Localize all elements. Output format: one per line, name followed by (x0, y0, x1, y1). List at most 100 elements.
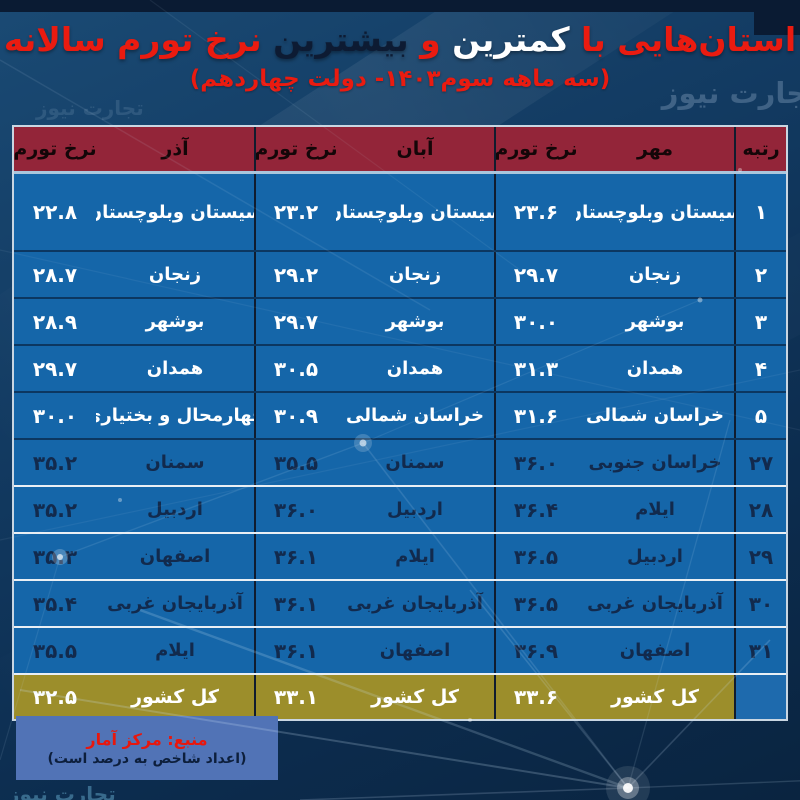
aban-province-cell: بوشهر (385, 311, 445, 332)
azar-value-cell: ۳۵.۴ (32, 591, 78, 616)
aban-value-cell: ۳۶.۰ (254, 487, 336, 532)
page-title: استان‌هایی با کمترین و بیشترین نرخ تورم … (0, 20, 800, 59)
mehr-value-cell: ۳۶.۰ (494, 440, 576, 485)
azar-province-cell: همدان (146, 358, 204, 379)
azar-province-cell: اصفهان (139, 546, 211, 567)
aban-province-cell: اردبیل (387, 499, 443, 520)
azar-province-cell: بوشهر (145, 311, 205, 332)
aban-province-cell: ایلام (395, 546, 435, 567)
table-row: ۲ زنجان ۲۹.۷ زنجان ۲۹.۲ زنجان ۲۸.۷ (14, 250, 786, 297)
total-label-aban: کل کشور (371, 686, 459, 708)
table-row: ۲۸ ایلام ۳۶.۴ اردبیل ۳۶.۰ اردبیل ۳۵.۲ (14, 485, 786, 532)
aban-value-cell: ۲۳.۲ (254, 174, 336, 250)
mehr-value-cell: ۳۱.۶ (494, 393, 576, 438)
azar-value-cell: ۲۸.۷ (32, 262, 78, 287)
total-label-mehr: کل کشور (611, 686, 699, 708)
mehr-value-cell: ۳۱.۳ (494, 346, 576, 391)
rank-cell: ۱ (734, 174, 786, 250)
header-rate-mehr: نرخ تورم (494, 127, 576, 171)
aban-value-cell: ۳۰.۹ (254, 393, 336, 438)
azar-province-cell: سیستان وبلوچستان (96, 201, 254, 223)
top-dark-bar (0, 0, 800, 12)
header-month-aban: آبان (396, 138, 434, 160)
watermark-tejarat-news: تجارت نیوز (36, 96, 144, 120)
table-row: ۳۱ اصفهان ۳۶.۹ اصفهان ۳۶.۱ ایلام ۳۵.۵ (14, 626, 786, 673)
mehr-province-cell: خراسان شمالی (586, 405, 724, 426)
aban-value-cell: ۲۹.۷ (254, 299, 336, 344)
aban-province-cell: سیستان وبلوچستان (336, 201, 494, 223)
mehr-value-cell: ۳۶.۹ (494, 628, 576, 673)
mehr-province-cell: بوشهر (625, 311, 685, 332)
rank-cell: ۲۷ (734, 440, 786, 485)
aban-value-cell: ۳۶.۱ (254, 628, 336, 673)
page-subtitle: (سه ماهه سوم۱۴۰۳- دولت چهاردهم) (189, 66, 611, 92)
total-row: کل کشور ۳۳.۶ کل کشور ۳۳.۱ کل کشور ۳۲.۵ (14, 673, 786, 719)
total-label-azar: کل کشور (131, 686, 219, 708)
title-segment: استان‌هایی با (569, 20, 797, 59)
azar-province-cell: ایلام (155, 640, 195, 661)
aban-province-cell: خراسان شمالی (346, 405, 484, 426)
mehr-province-cell: آذربایجان غربی (587, 593, 723, 614)
aban-province-cell: اصفهان (379, 640, 451, 661)
mehr-province-cell: ایلام (635, 499, 675, 520)
table-row: ۵ خراسان شمالی ۳۱.۶ خراسان شمالی ۳۰.۹چهارمحا… (14, 391, 786, 438)
title-highlight-highest: بیشترین (273, 20, 409, 59)
aban-province-cell: آذربایجان غربی (347, 593, 483, 614)
total-value-aban: ۳۳.۱ (254, 675, 336, 719)
azar-province-cell: اردبیل (147, 499, 203, 520)
mehr-province-cell: زنجان (628, 264, 682, 285)
header-month-azar: آذر (161, 138, 189, 160)
source-box: منبع: مرکز آمار (اعداد شاخص به درصد است) (16, 716, 278, 780)
azar-value-cell: ۳۵.۳ (32, 544, 78, 569)
rank-cell: ۲۹ (734, 534, 786, 579)
aban-value-cell: ۲۹.۲ (254, 252, 336, 297)
total-value-mehr: ۳۳.۶ (494, 675, 576, 719)
title-segment: نرخ تورم سالانه (3, 20, 274, 59)
total-value-azar: ۳۲.۵ (32, 685, 78, 709)
rank-cell: ۲ (734, 252, 786, 297)
mehr-province-cell: همدان (626, 358, 684, 379)
azar-value-cell: ۳۵.۲ (32, 497, 78, 522)
header-month-mehr: مهر (636, 138, 674, 160)
mehr-value-cell: ۳۶.۵ (494, 581, 576, 626)
mehr-value-cell: ۳۶.۴ (494, 487, 576, 532)
rank-cell: ۳۱ (734, 628, 786, 673)
rank-cell: ۵ (734, 393, 786, 438)
azar-province-cell: سمنان (145, 452, 205, 473)
inflation-table: رتبه مهر نرخ تورم آبان نرخ تورم آذر نرخ … (12, 125, 788, 721)
mehr-value-cell: ۲۳.۶ (494, 174, 576, 250)
rank-cell: ۴ (734, 346, 786, 391)
top-right-corner-block (754, 0, 800, 35)
azar-province-cell: آذربایجان غربی (107, 593, 243, 614)
table-row: ۲۹ اردبیل ۳۶.۵ ایلام ۳۶.۱ اصفهان ۳۵.۳ (14, 532, 786, 579)
source-line: منبع: مرکز آمار (86, 729, 208, 749)
azar-value-cell: ۳۵.۲ (32, 450, 78, 475)
mehr-value-cell: ۳۰.۰ (494, 299, 576, 344)
aban-province-cell: زنجان (388, 264, 442, 285)
aban-province-cell: همدان (386, 358, 444, 379)
total-rank-cell-empty (734, 675, 786, 719)
aban-province-cell: سمنان (385, 452, 445, 473)
aban-value-cell: ۳۶.۱ (254, 581, 336, 626)
source-note-line: (اعداد شاخص به درصد است) (47, 750, 247, 767)
azar-value-cell: ۲۹.۷ (32, 356, 78, 381)
rank-cell: ۳۰ (734, 581, 786, 626)
header-rate-aban: نرخ تورم (254, 127, 336, 171)
aban-value-cell: ۳۵.۵ (254, 440, 336, 485)
azar-province-cell: چهارمحال و بختیاری (96, 405, 254, 426)
mehr-value-cell: ۳۶.۵ (494, 534, 576, 579)
table-row: ۲۷ خراسان جنوبی ۳۶.۰ سمنان ۳۵.۵ سمنان ۳۵.۲ (14, 438, 786, 485)
azar-value-cell: ۲۸.۹ (32, 309, 78, 334)
azar-value-cell: ۳۵.۵ (32, 638, 78, 663)
mehr-value-cell: ۲۹.۷ (494, 252, 576, 297)
header-rate-azar: نرخ تورم (14, 138, 96, 160)
table-header-row: رتبه مهر نرخ تورم آبان نرخ تورم آذر نرخ … (14, 127, 786, 174)
aban-value-cell: ۳۶.۱ (254, 534, 336, 579)
header-rank: رتبه (734, 127, 786, 171)
table-row: ۳ بوشهر ۳۰.۰ بوشهر ۲۹.۷ بوشهر ۲۸.۹ (14, 297, 786, 344)
table-row: ۴ همدان ۳۱.۳ همدان ۳۰.۵ همدان ۲۹.۷ (14, 344, 786, 391)
rank-cell: ۲۸ (734, 487, 786, 532)
